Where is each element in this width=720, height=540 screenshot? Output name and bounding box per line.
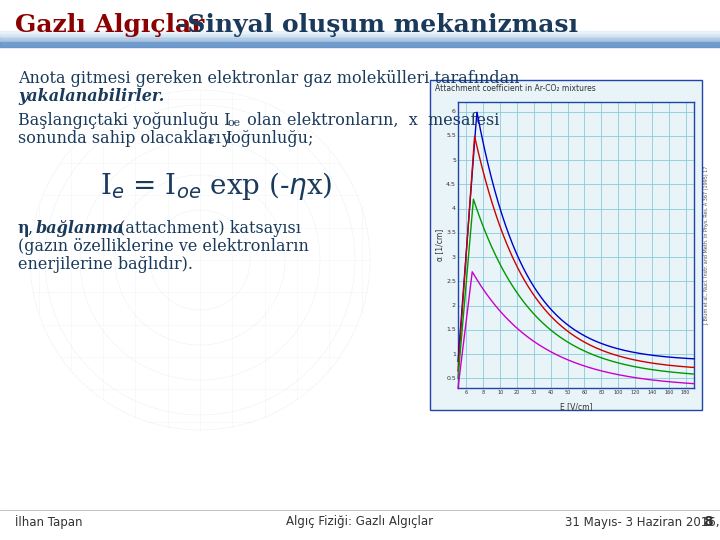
Text: Attachment coefficient in Ar-CO₂ mixtures: Attachment coefficient in Ar-CO₂ mixture… (435, 84, 595, 93)
Text: bağlanma: bağlanma (36, 220, 125, 237)
Text: -Sinyal oluşum mekanizması: -Sinyal oluşum mekanizması (177, 13, 578, 37)
Text: 1.5: 1.5 (446, 327, 456, 332)
Text: 2.5: 2.5 (446, 279, 456, 284)
Text: 50: 50 (564, 390, 571, 395)
Text: Gazlı Algıçlar: Gazlı Algıçlar (15, 13, 204, 37)
Text: 140: 140 (647, 390, 657, 395)
Text: e: e (208, 136, 215, 146)
Text: Anota gitmesi gereken elektronlar gaz molekülleri tarafından: Anota gitmesi gereken elektronlar gaz mo… (18, 70, 520, 87)
Text: 120: 120 (630, 390, 639, 395)
Text: 80: 80 (598, 390, 604, 395)
Text: 5.5: 5.5 (446, 133, 456, 138)
Text: (attachment) katsayısı: (attachment) katsayısı (114, 220, 301, 237)
Text: enerjilerine bağlıdır).: enerjilerine bağlıdır). (18, 256, 193, 273)
Text: J. Blum et al., Nucl. Instr. and Meth. in Phys. Res. A 367 (1995) 17: J. Blum et al., Nucl. Instr. and Meth. i… (704, 165, 709, 325)
Text: I$_e$ = I$_{oe}$ exp (-$\eta$x): I$_e$ = I$_{oe}$ exp (-$\eta$x) (100, 170, 333, 202)
Text: 3: 3 (452, 255, 456, 260)
Text: 0.5: 0.5 (446, 376, 456, 381)
Text: 100: 100 (613, 390, 623, 395)
Text: η: η (18, 220, 30, 237)
Text: 8: 8 (703, 515, 713, 529)
Bar (0, 34, 720, 37)
Text: 6: 6 (465, 390, 468, 395)
Text: olan elektronların,  x  mesafesi: olan elektronların, x mesafesi (242, 112, 500, 129)
Text: 31 Mayıs- 3 Haziran 2016, İstanbul: 31 Mayıs- 3 Haziran 2016, İstanbul (565, 515, 720, 529)
Bar (430, 80, 702, 410)
Text: 2: 2 (452, 303, 456, 308)
Text: 60: 60 (581, 390, 588, 395)
Text: α [1/cm]: α [1/cm] (436, 229, 444, 261)
Text: 8: 8 (482, 390, 485, 395)
Text: 1: 1 (452, 352, 456, 356)
Text: Başlangıçtaki yoğunluğu I: Başlangıçtaki yoğunluğu I (18, 112, 230, 129)
Text: ,: , (28, 220, 38, 237)
Bar (0, 31, 720, 34)
Text: sonunda sahip olacakları I: sonunda sahip olacakları I (18, 130, 233, 147)
Text: İlhan Tapan: İlhan Tapan (15, 515, 83, 529)
Text: 10: 10 (497, 390, 503, 395)
Text: 160: 160 (664, 390, 673, 395)
Text: 20: 20 (514, 390, 520, 395)
Text: 3.5: 3.5 (446, 231, 456, 235)
Bar (0, 37, 720, 41)
Bar (0, 41, 720, 47)
Text: 40: 40 (548, 390, 554, 395)
Text: 30: 30 (531, 390, 537, 395)
Text: E [V/cm]: E [V/cm] (559, 402, 593, 411)
Text: Algıç Fiziği: Gazlı Algıçlar: Algıç Fiziği: Gazlı Algıçlar (287, 516, 433, 529)
Text: yakalanabilirler.: yakalanabilirler. (18, 88, 164, 105)
Text: 4.5: 4.5 (446, 182, 456, 187)
Text: 6: 6 (452, 109, 456, 114)
Text: oe: oe (228, 118, 241, 128)
Text: 4: 4 (452, 206, 456, 211)
Text: yoğunluğu;: yoğunluğu; (217, 130, 313, 147)
Text: (gazın özelliklerine ve elektronların: (gazın özelliklerine ve elektronların (18, 238, 309, 255)
Text: 180: 180 (681, 390, 690, 395)
Text: 5: 5 (452, 158, 456, 163)
